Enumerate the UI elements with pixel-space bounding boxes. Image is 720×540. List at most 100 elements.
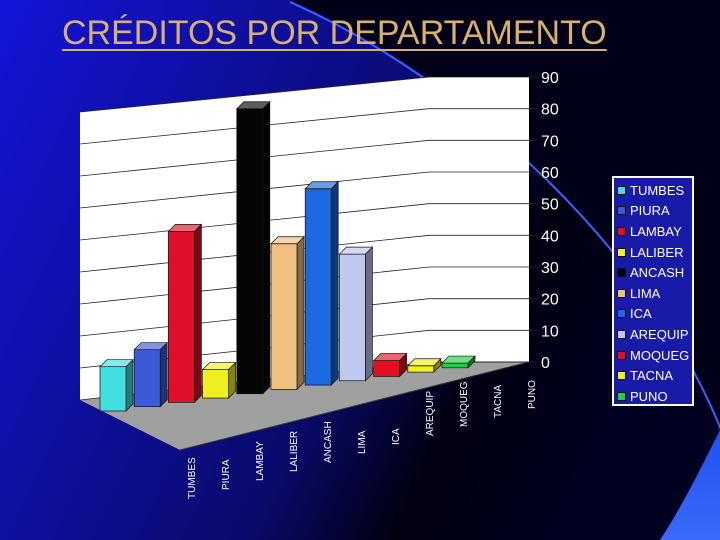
gridline [79,108,529,145]
x-tick-label: PIURA [221,459,232,490]
legend-label: TACNA [630,368,674,384]
bar-side [125,358,134,412]
x-tick-label: ICA [391,428,402,445]
legend-swatch [617,226,626,236]
legend-item: LAMBAY [617,221,692,242]
legend-label: MOQUEG [630,347,690,363]
slide-title: CRÉDITOS POR DEPARTAMENTO [62,14,607,52]
x-tick-label: LAMBAY [255,441,266,481]
floor-front-edge [179,361,530,451]
legend-label: AREQUIP [630,326,689,342]
chart-legend: TUMBES PIURA LAMBAY LALIBER ANCASH LIMA ICA ARE… [612,176,694,406]
legend-item: LIMA [617,283,692,304]
bar-top [133,342,169,351]
legend-item: TACNA [617,365,692,386]
bar-front [441,362,469,369]
bar-front [407,365,435,373]
y-axis-ticks: 0 10 20 30 40 50 60 70 80 90 [529,70,559,372]
bar-top [406,358,442,367]
background-swoosh-light [660,430,720,540]
legend-label: LIMA [630,285,661,301]
x-tick-label: MOQUEG [459,381,470,427]
bar-side [365,246,373,382]
legend-item: MOQUEG [617,345,692,366]
bar-front [304,188,332,386]
bar-side [262,100,271,395]
x-tick-label: LIMA [357,430,368,454]
y-tick-label: 90 [541,70,559,87]
legend-item: AREQUIP [617,324,692,345]
legend-swatch [617,350,626,360]
bar-front [133,349,161,408]
legend-item: PIURA [617,201,692,222]
y-tick-label: 60 [541,165,559,182]
bar-side [296,235,305,391]
legend-swatch [617,268,626,278]
legend-item: TUMBES [617,180,692,201]
bar-top [372,353,408,361]
legend-label: ANCASH [630,265,685,281]
x-tick-label: AREQUIP [425,391,436,436]
bars [99,100,476,412]
y-tick-label: 20 [541,292,559,309]
y-tick-label: 40 [541,228,559,245]
x-tick-label: TACNA [493,385,504,418]
x-tick-label: ANCASH [323,421,334,463]
legend-label: PUNO [630,388,668,404]
legend-label: PIURA [630,203,670,219]
legend-swatch [617,371,626,381]
bar-top [270,236,305,245]
bar [133,341,169,408]
bar-front [373,360,400,377]
bar-top [441,355,476,364]
bar-top [99,359,134,368]
bar-side [194,223,202,404]
bar-front [99,366,127,412]
bar [270,235,305,391]
bar [167,223,203,404]
legend-swatch [617,309,626,319]
bar-top [201,362,237,370]
gridline [79,76,529,113]
bar [235,100,271,395]
legend-swatch [617,329,626,339]
bar-front [202,369,229,399]
y-tick-label: 70 [541,133,559,150]
plot-back-wall [429,77,529,362]
legend-item: ICA [617,304,692,325]
background-swoosh [290,0,720,430]
legend-label: TUMBES [630,182,685,198]
legend-label: ICA [630,306,652,322]
legend-swatch [617,247,626,257]
bar-side [159,341,168,408]
legend-item: LALIBER [617,242,692,263]
x-tick-label: PUNO [527,380,538,409]
bar-top [167,224,203,232]
legend-item: ANCASH [617,262,692,283]
bar [372,352,408,378]
legend-label: LALIBER [630,244,684,260]
bar [338,246,374,382]
bar-front [236,108,264,395]
bar-top [304,181,340,190]
bar [304,180,340,386]
bar-front [339,253,366,382]
bar-top [338,246,374,255]
bar-side [330,180,339,386]
bar [406,357,442,373]
x-axis-labels: TUMBES PIURA LAMBAY LALIBER ANCASH LIMA ICA ARE… [187,380,538,499]
y-tick-label: 30 [541,260,559,277]
bar [441,355,476,369]
gridline [79,139,529,177]
legend-label: LAMBAY [630,223,682,239]
y-tick-label: 50 [541,197,559,214]
bar [99,358,134,412]
x-tick-label: LALIBER [289,431,300,472]
x-tick-label: TUMBES [187,457,198,499]
gridline [79,171,529,209]
legend-swatch [617,206,626,216]
bar [201,361,237,399]
y-tick-label: 10 [541,323,559,340]
